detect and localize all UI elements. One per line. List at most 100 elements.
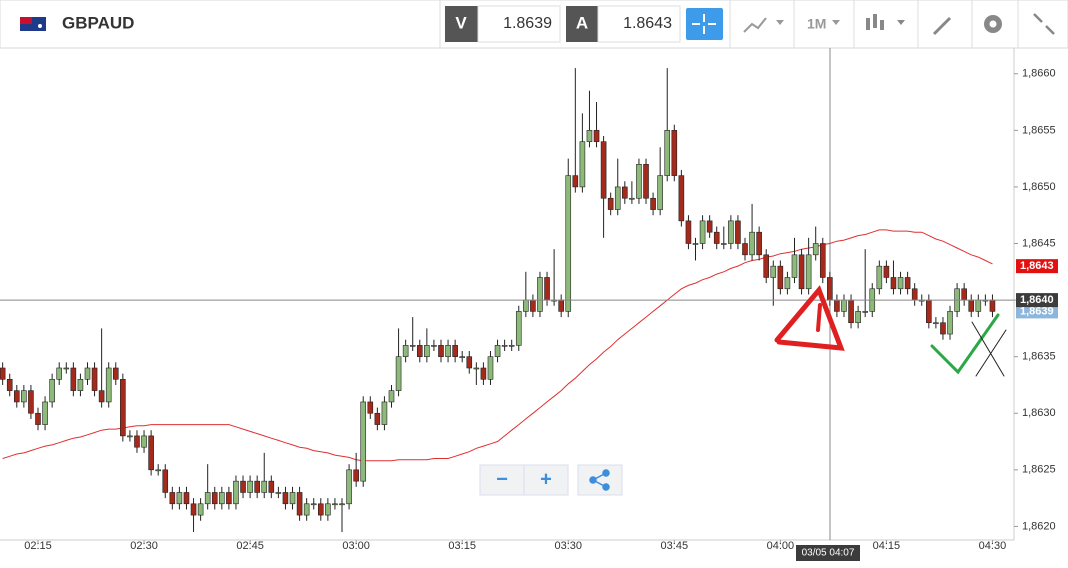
candle-body — [890, 277, 897, 290]
candle-body — [770, 265, 777, 278]
candle-body — [480, 367, 487, 380]
share-button[interactable] — [577, 464, 623, 496]
y-tick-label: 1,8625 — [1022, 464, 1056, 476]
candle-body — [494, 345, 501, 357]
bid-button[interactable] — [445, 6, 478, 42]
x-tick-label: 02:30 — [130, 540, 158, 552]
plot-area: 1,8620 1,8625 1,8630 1,8635 1,8640 1,8645 1,86… — [0, 68, 1058, 552]
candle-body — [254, 480, 260, 493]
timeframe[interactable]: 1M — [807, 16, 826, 32]
candle-body — [49, 379, 55, 403]
x-tick-label: 02:15 — [24, 540, 52, 552]
candle-body — [933, 322, 939, 325]
candle-body — [169, 492, 176, 505]
annotations — [774, 285, 1007, 377]
candle-body — [728, 220, 734, 244]
candle-body — [947, 311, 953, 335]
candle-body — [720, 243, 727, 245]
candle-body — [240, 480, 246, 493]
candle-body — [388, 390, 395, 403]
candle-body — [523, 299, 529, 312]
candle-body — [742, 243, 748, 256]
candle-body — [544, 277, 550, 301]
candle-body — [367, 401, 374, 414]
candle-body — [607, 197, 614, 210]
y-tick-label: 1,8630 — [1022, 407, 1056, 419]
candle-body — [21, 390, 27, 403]
crosshair-button[interactable] — [686, 8, 723, 40]
x-tick-label: 04:00 — [767, 540, 795, 552]
ask-label: A — [576, 13, 588, 32]
candle-body — [424, 345, 430, 357]
candle-body — [834, 299, 840, 312]
chart-type-button[interactable] — [743, 17, 784, 33]
candle-body — [699, 220, 706, 244]
ask-button[interactable] — [566, 6, 598, 42]
y-tick-label: 1,8635 — [1022, 351, 1056, 363]
price-tag-label: 1,8640 — [1020, 294, 1054, 306]
candle-body — [346, 469, 352, 505]
candle-body — [713, 231, 720, 244]
zoom-controls: − + — [479, 464, 623, 496]
x-tick-label: 04:15 — [873, 540, 901, 552]
candle-body — [56, 367, 63, 380]
candle-body — [671, 130, 678, 176]
candle-body — [827, 277, 833, 301]
x-tick-label: 04:30 — [979, 540, 1007, 552]
settings-button[interactable] — [984, 15, 1002, 33]
candle-body — [862, 311, 868, 313]
candle-body — [593, 130, 600, 142]
candle-body — [84, 367, 91, 380]
crosshair-time: 03/05 04:07 — [802, 548, 855, 559]
moving-average — [2, 229, 993, 462]
price-tag — [1016, 304, 1058, 319]
candle-body — [749, 231, 755, 256]
zoom-out[interactable]: − — [496, 468, 508, 490]
candle-body — [141, 435, 147, 448]
zoom-in-button[interactable] — [523, 464, 569, 496]
candle-body — [622, 186, 628, 199]
candle-body — [805, 254, 812, 290]
price-tag-label: 1,8639 — [1020, 305, 1054, 317]
fullscreen-button[interactable] — [1033, 13, 1055, 35]
candle-body — [431, 345, 437, 347]
timeframe-arrow — [832, 20, 840, 25]
candle-body — [657, 175, 663, 210]
candle-body — [381, 401, 388, 425]
candle-body — [353, 469, 359, 482]
x-tick-label: 03:00 — [342, 540, 370, 552]
zoom-out-button[interactable] — [479, 464, 525, 496]
candle-body — [883, 265, 890, 278]
draw-button[interactable] — [932, 16, 952, 36]
candle-body — [42, 401, 48, 425]
candle-body — [855, 311, 861, 324]
candle-body — [204, 492, 211, 505]
ask-box — [597, 5, 681, 43]
candle-body — [664, 130, 671, 176]
zoom-in[interactable]: + — [540, 468, 552, 490]
candle-body — [897, 277, 904, 290]
candles-button[interactable] — [866, 14, 905, 30]
candle-body — [112, 367, 119, 380]
candle-body — [98, 390, 105, 403]
candle-body — [0, 367, 6, 380]
candle-body — [911, 288, 918, 301]
candle-body — [819, 243, 826, 278]
candle-body — [848, 299, 854, 324]
candle-body — [459, 356, 466, 358]
candle-body — [975, 299, 982, 312]
y-tick-label: 1,8655 — [1022, 124, 1056, 136]
candle-body — [289, 492, 296, 505]
candle-body — [678, 175, 685, 222]
y-tick-label: 1,8650 — [1022, 181, 1056, 193]
candle-body — [791, 254, 798, 278]
candle-body — [296, 492, 303, 516]
candle-body — [148, 435, 154, 471]
candle-body — [508, 345, 515, 347]
bid-box — [477, 5, 561, 43]
candle-body — [317, 503, 324, 516]
candle-body — [784, 277, 791, 290]
candle-body — [763, 254, 770, 278]
